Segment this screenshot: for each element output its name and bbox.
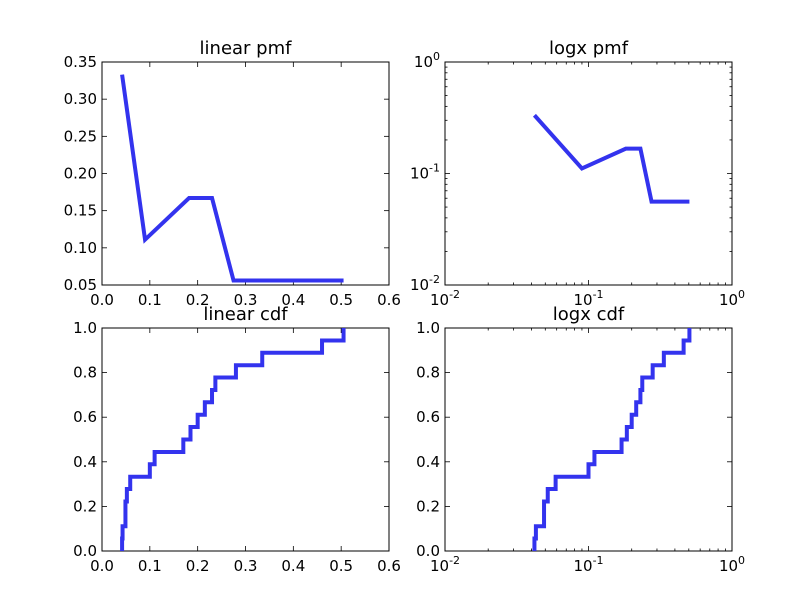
y-tick-label: 0.15 <box>64 202 97 220</box>
y-tick-label: 0.2 <box>73 497 97 515</box>
x-tick-label: 10-2 <box>430 554 460 575</box>
axes-frame <box>101 61 390 286</box>
x-tick-label: 0.2 <box>186 557 210 575</box>
subplot-2: 10-2 10-1 100 10-2 10-1 100 logx pmf <box>410 38 745 309</box>
y-tick-label: 0.10 <box>64 239 97 257</box>
x-tick-label: 0.4 <box>281 291 305 309</box>
axes-frame <box>101 327 390 552</box>
subplot-title: logx cdf <box>553 304 625 325</box>
subplot-1: 0.0 0.1 0.2 0.3 0.4 0.5 0.6 0.05 0.10 0.15 0.20 0.2… <box>64 38 401 309</box>
y-tick-label: 0.2 <box>416 497 440 515</box>
x-tick-label: 100 <box>719 554 745 575</box>
y-tick-label: 0.4 <box>73 453 97 471</box>
x-tick-label: 0.2 <box>186 291 210 309</box>
x-tick-label: 10-1 <box>573 288 603 309</box>
subplot-title: linear cdf <box>203 304 288 325</box>
series-line <box>120 328 346 551</box>
series-line <box>532 113 690 204</box>
y-tick-label: 1.0 <box>73 319 97 337</box>
subplot-title: linear pmf <box>200 38 293 59</box>
x-tick-label: 0.3 <box>234 291 258 309</box>
x-tick-label: 0.5 <box>329 291 353 309</box>
y-tick-label: 0.6 <box>416 408 440 426</box>
y-tick-label: 10-2 <box>410 273 440 294</box>
y-tick-label: 0.8 <box>73 364 97 382</box>
x-tick-label: 10-2 <box>430 288 460 309</box>
y-tick-label: 0.25 <box>64 127 97 145</box>
subplot-4: 10-2 10-1 100 0.0 0.2 0.4 0.6 0.8 1.0 logx cdf <box>416 304 745 575</box>
x-tick-label: 0.3 <box>234 557 258 575</box>
y-tick-label: 0.0 <box>416 542 440 560</box>
series-line <box>120 74 344 283</box>
x-tick-label: 0.6 <box>377 291 401 309</box>
series-line <box>532 328 692 551</box>
x-tick-label: 0.0 <box>90 291 114 309</box>
y-tick-label: 10-1 <box>410 162 440 183</box>
y-tick-label: 0.4 <box>416 453 440 471</box>
y-tick-label: 0.6 <box>73 408 97 426</box>
subplot-3: 0.0 0.1 0.2 0.3 0.4 0.5 0.6 0.0 0.2 0.4 0.6 0.8 1.0 l… <box>73 304 401 575</box>
y-tick-label: 0.0 <box>73 542 97 560</box>
x-tick-label: 0.1 <box>138 291 162 309</box>
y-tick-label: 0.05 <box>64 276 97 294</box>
x-tick-label: 0.0 <box>90 557 114 575</box>
y-tick-label: 0.30 <box>64 90 97 108</box>
y-tick-label: 0.20 <box>64 165 97 183</box>
y-tick-label: 0.8 <box>416 364 440 382</box>
y-tick-label: 0.35 <box>64 53 97 71</box>
y-tick-label: 100 <box>414 50 440 71</box>
x-tick-label: 0.6 <box>377 557 401 575</box>
axes-frame <box>444 327 733 552</box>
y-tick-label: 1.0 <box>416 319 440 337</box>
x-tick-label: 0.4 <box>281 557 305 575</box>
axes-frame <box>444 61 733 286</box>
x-tick-label: 10-1 <box>573 554 603 575</box>
x-tick-label: 0.1 <box>138 557 162 575</box>
x-tick-label: 100 <box>719 288 745 309</box>
x-tick-label: 0.5 <box>329 557 353 575</box>
subplot-title: logx pmf <box>549 38 629 59</box>
